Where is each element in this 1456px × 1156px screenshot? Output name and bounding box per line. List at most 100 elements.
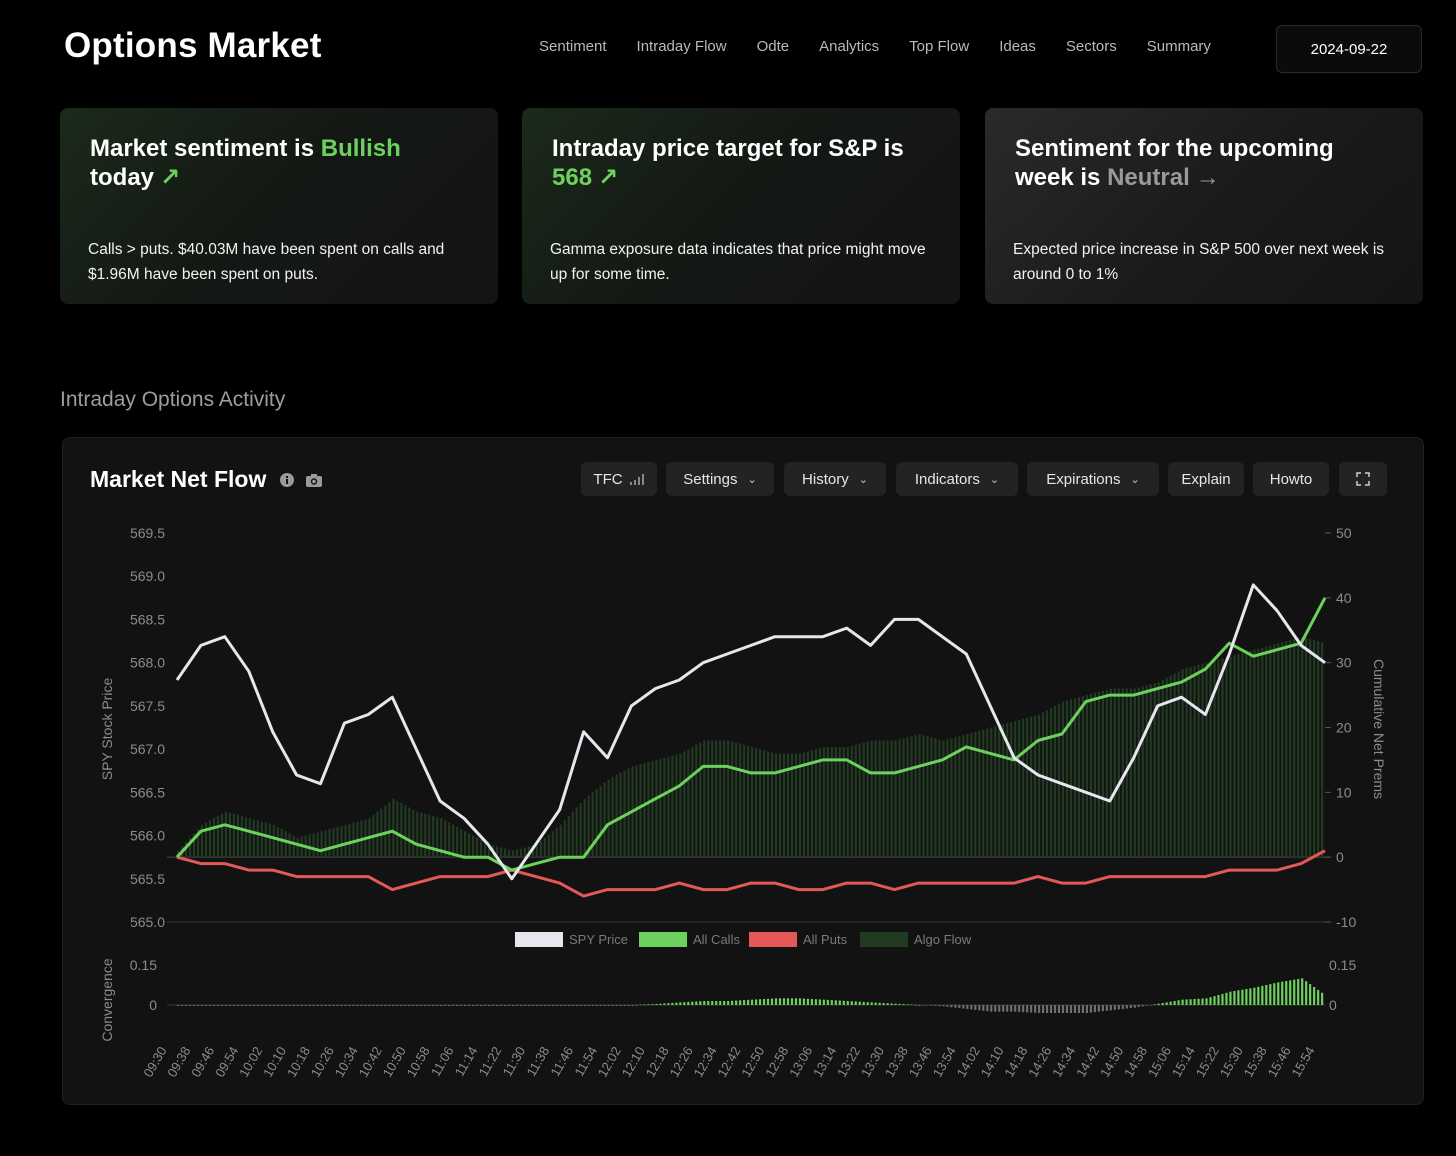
howto-button[interactable]: Howto xyxy=(1253,462,1329,496)
convergence-bar xyxy=(611,1005,614,1006)
tfc-button[interactable]: TFC xyxy=(581,462,657,496)
algo-flow-bar xyxy=(695,744,698,858)
nav-summary[interactable]: Summary xyxy=(1146,38,1211,55)
algo-flow-bar xyxy=(703,740,706,858)
all-puts-line xyxy=(176,849,1326,898)
nav-ideas[interactable]: Ideas xyxy=(999,38,1036,55)
convergence-bar xyxy=(1197,998,1200,1005)
convergence-bar xyxy=(651,1004,654,1005)
algo-flow-bar xyxy=(232,813,236,858)
convergence-bar xyxy=(627,1005,630,1006)
convergence-bar xyxy=(196,1005,200,1006)
convergence-bar xyxy=(260,1005,263,1006)
algo-flow-bar xyxy=(962,735,965,858)
nav-top-flow[interactable]: Top Flow xyxy=(909,38,970,55)
convergence-bar xyxy=(368,1005,371,1006)
convergence-bar xyxy=(1081,1005,1085,1013)
convergence-bar xyxy=(1285,981,1288,1005)
x-tick-label: 14:58 xyxy=(1121,1044,1150,1080)
algo-flow-bar xyxy=(970,732,973,858)
convergence-bar xyxy=(1038,1005,1041,1013)
expirations-dropdown[interactable]: Expirations ⌄ xyxy=(1027,462,1159,496)
algo-flow-bar xyxy=(603,782,606,858)
convergence-bar xyxy=(1153,1004,1156,1005)
legend-item[interactable]: SPY Price xyxy=(515,932,628,947)
x-tick-label: 12:50 xyxy=(738,1044,767,1080)
settings-dropdown[interactable]: Settings ⌄ xyxy=(666,462,774,496)
convergence-bar xyxy=(1193,999,1196,1005)
algo-flow-bar xyxy=(1169,675,1172,858)
history-dropdown[interactable]: History ⌄ xyxy=(784,462,886,496)
algo-flow-bar xyxy=(1189,666,1192,858)
convergence-bar xyxy=(854,1001,857,1005)
algo-flow-bar xyxy=(926,736,929,858)
x-tick-label: 11:14 xyxy=(452,1044,481,1079)
algo-flow-bar xyxy=(762,750,766,858)
chevron-down-icon: ⌄ xyxy=(747,473,757,486)
convergence-bar xyxy=(1237,990,1240,1005)
fullscreen-icon xyxy=(1356,472,1370,486)
algo-flow-bar xyxy=(1205,662,1208,858)
x-tick-label: 15:14 xyxy=(1169,1044,1198,1080)
info-icon[interactable] xyxy=(279,472,295,488)
algo-flow-bar xyxy=(754,748,758,858)
fullscreen-button[interactable] xyxy=(1339,462,1387,496)
nav-sentiment[interactable]: Sentiment xyxy=(539,38,607,55)
algo-flow-bar xyxy=(404,805,407,858)
explain-button[interactable]: Explain xyxy=(1168,462,1244,496)
market-net-flow-chart[interactable]: 569.5 569.0 568.5 568.0 567.5 567.0 566.5 566.0… xyxy=(63,438,1421,1102)
algo-flow-bar xyxy=(1201,663,1204,858)
algo-flow-bar xyxy=(448,822,451,858)
camera-icon[interactable] xyxy=(305,472,323,488)
algo-flow-bar xyxy=(699,742,702,858)
convergence-bar xyxy=(719,1001,722,1005)
convergence-bar xyxy=(583,1005,586,1006)
algo-flow-bar xyxy=(1161,679,1164,858)
convergence-bar xyxy=(647,1004,650,1005)
nav-analytics[interactable]: Analytics xyxy=(819,38,880,55)
convergence-bar xyxy=(906,1004,909,1005)
algo-flow-bar xyxy=(483,842,487,858)
convergence-bar xyxy=(376,1005,379,1006)
y-tick-left: 567.5 xyxy=(130,698,165,714)
convergence-bar xyxy=(304,1005,307,1006)
y-tick-left: 567.0 xyxy=(130,741,165,757)
nav-sectors[interactable]: Sectors xyxy=(1065,38,1117,55)
convergence-bar xyxy=(1301,978,1304,1005)
algo-flow-bar xyxy=(1145,685,1148,858)
convergence-bar xyxy=(958,1005,961,1009)
algo-flow-bar xyxy=(535,844,538,858)
legend-item[interactable]: All Puts xyxy=(749,932,848,947)
legend-item[interactable]: All Calls xyxy=(639,932,740,947)
convergence-bar xyxy=(731,1000,734,1005)
x-tick-label: 14:02 xyxy=(954,1044,983,1080)
algo-flow-bar xyxy=(930,737,933,858)
date-picker-button[interactable]: 2024-09-22 xyxy=(1276,25,1422,73)
indicators-dropdown[interactable]: Indicators ⌄ xyxy=(896,462,1018,496)
algo-flow-bar xyxy=(1141,686,1144,858)
nav-intraday-flow[interactable]: Intraday Flow xyxy=(636,38,727,55)
convergence-bar xyxy=(1225,992,1228,1005)
convergence-bar xyxy=(918,1005,921,1006)
convergence-bar xyxy=(946,1005,949,1007)
convergence-bar xyxy=(930,1005,933,1006)
algo-flow-bar xyxy=(515,849,519,858)
convergence-bar xyxy=(1161,1003,1164,1005)
convergence-bar xyxy=(723,1001,726,1005)
algo-flow-bar xyxy=(846,746,849,858)
algo-flow-bar xyxy=(1069,699,1073,858)
convergence-bar xyxy=(1173,1001,1176,1005)
convergence-bar xyxy=(774,998,778,1005)
algo-flow-bar xyxy=(1014,721,1017,858)
algo-flow-bar xyxy=(563,820,566,858)
algo-flow-bar xyxy=(204,822,208,858)
legend-item[interactable]: Algo Flow xyxy=(860,932,972,947)
algo-flow-bar xyxy=(1038,714,1041,858)
algo-flow-bar xyxy=(1133,688,1136,858)
nav-odte[interactable]: Odte xyxy=(756,38,790,55)
x-tick-label: 11:46 xyxy=(547,1044,576,1079)
y-tick-left: 565.5 xyxy=(130,871,165,887)
y-tick-left: 569.0 xyxy=(130,568,165,584)
algo-flow-bar xyxy=(826,746,829,858)
convergence-bar xyxy=(938,1005,941,1007)
